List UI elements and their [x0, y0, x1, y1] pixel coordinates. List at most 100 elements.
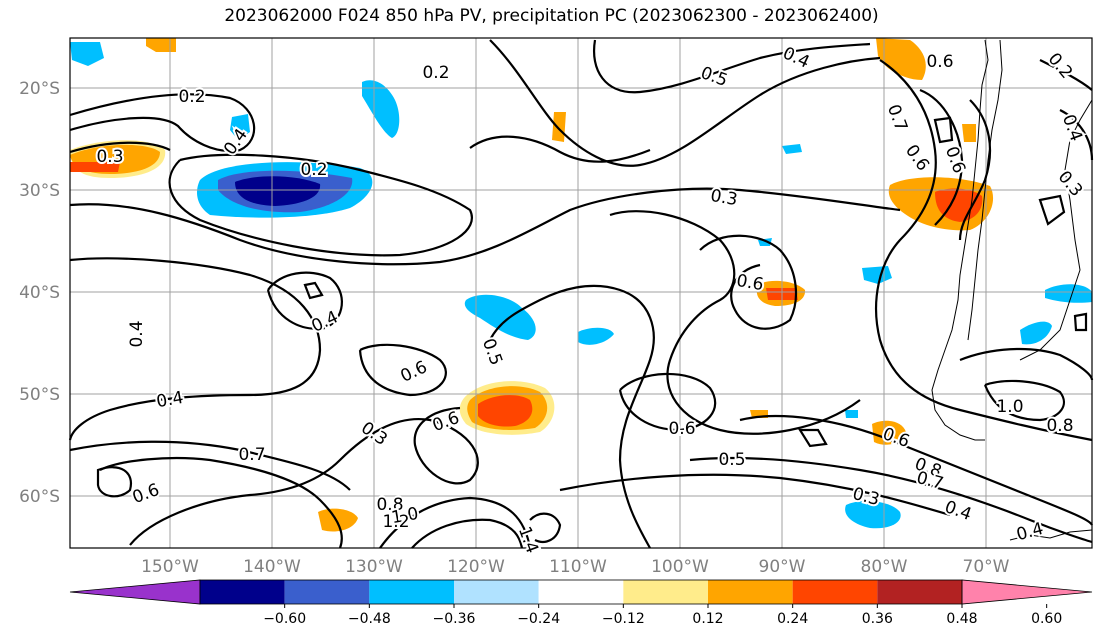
contour-value-label: 0.6 — [941, 144, 969, 176]
neg-anomaly-patch — [70, 42, 104, 66]
pv-contour — [874, 59, 1093, 442]
pv-contour — [959, 347, 1094, 381]
contour-value-label: 0.4 — [309, 307, 342, 337]
pv-contour — [1038, 194, 1066, 226]
pv-contour — [99, 456, 343, 549]
contour-value-label: 0.3 — [709, 186, 739, 210]
pv-contour — [618, 372, 717, 432]
pv-contour — [699, 234, 797, 330]
colorbar-tick-label: −0.36 — [433, 611, 476, 627]
pv-contour — [469, 135, 651, 163]
pv-contour — [958, 99, 992, 241]
colorbar-tick-label: 0.36 — [862, 611, 893, 627]
pv-contour — [69, 93, 256, 153]
colorbar-tick-label: 0.60 — [1031, 611, 1062, 627]
neg-anomaly-patch — [578, 327, 614, 345]
colorbar: −0.60 −0.48 −0.36 −0.24 −0.12 0.12 0.24 0.36 0.4… — [69, 579, 1093, 627]
contour-value-label: 0.8 — [1046, 416, 1073, 436]
pv-contour — [379, 496, 532, 549]
pos-anomaly-patch — [318, 508, 358, 532]
pv-contour — [919, 88, 964, 226]
pv-contour — [593, 39, 871, 94]
pv-contour — [69, 440, 351, 491]
pv-contour — [69, 187, 901, 266]
pv-contour — [266, 271, 344, 330]
longitude-labels: 150°W 140°W 130°W 120°W 110°W 100°W 90°W 80°W 70… — [141, 557, 1010, 577]
contour-value-label: 0.3 — [96, 147, 123, 167]
contour-value-label: 0.6 — [130, 480, 162, 508]
pv-contours — [68, 39, 1094, 549]
pv-contour — [168, 153, 473, 257]
contour-value-label: 0.7 — [883, 102, 911, 134]
pv-contour — [358, 343, 447, 397]
colorbar-tick-label: 0.24 — [777, 611, 808, 627]
contour-value-label: 0.6 — [398, 357, 431, 387]
contour-value-label: 0.6 — [901, 141, 933, 175]
contour-value-label: 0.6 — [926, 52, 953, 72]
contour-value-label: 0.6 — [668, 419, 695, 439]
contour-value-label: 0.7 — [238, 445, 265, 465]
contour-value-label: 0.2 — [422, 63, 449, 83]
pos-anomaly-patch — [478, 395, 533, 427]
pos-anomaly-patch — [962, 124, 976, 142]
longitude-tick-label: 100°W — [651, 557, 709, 577]
map-title: 2023062000 F024 850 hPa PV, precipitatio… — [224, 6, 879, 26]
contour-value-label: 1.0 — [996, 397, 1023, 417]
neg-anomaly-patch — [862, 266, 892, 284]
latitude-tick-label: 40°S — [19, 283, 60, 303]
colorbar-swatch — [538, 580, 624, 604]
pv-contour — [129, 406, 479, 546]
pos-anomaly-patch — [70, 162, 120, 172]
longitude-tick-label: 80°W — [861, 557, 908, 577]
pos-anomaly-patch — [552, 112, 566, 142]
pv-contour — [798, 428, 828, 448]
contour-value-label: 0.8 — [376, 495, 403, 515]
pos-anomaly-patch — [876, 38, 926, 80]
colorbar-tick-label: −0.12 — [602, 611, 645, 627]
precipitation-shading — [70, 38, 1092, 532]
contour-value-label: 0.4 — [155, 388, 185, 412]
colorbar-tick-label: −0.60 — [263, 611, 306, 627]
longitude-tick-label: 130°W — [345, 557, 403, 577]
colorbar-tick-label: 0.48 — [946, 611, 977, 627]
pv-contour — [489, 39, 881, 167]
neg-anomaly-patch — [230, 114, 250, 140]
colorbar-tick-label: −0.48 — [348, 611, 391, 627]
longitude-tick-label: 110°W — [549, 557, 607, 577]
pv-contour — [609, 210, 861, 435]
neg-anomaly-patch — [782, 144, 802, 154]
colorbar-swatch — [792, 580, 878, 604]
pv-contour — [933, 116, 954, 144]
colorbar-swatch — [877, 580, 962, 604]
longitude-tick-label: 120°W — [447, 557, 505, 577]
colorbar-swatch — [454, 580, 539, 604]
contour-value-label: 0.4 — [127, 320, 147, 347]
pv-contour — [69, 141, 171, 154]
neg-anomaly-patch — [362, 80, 400, 138]
colorbar-swatch — [623, 580, 708, 604]
pos-anomaly-patch — [935, 188, 983, 222]
longitude-tick-label: 90°W — [759, 557, 806, 577]
pv-contour — [529, 512, 562, 543]
contour-value-label: 0.2 — [178, 87, 205, 107]
colorbar-outline — [199, 579, 963, 605]
pv-contour — [689, 456, 1093, 544]
pos-anomaly-patch — [146, 38, 176, 52]
contour-value-label: 0.5 — [718, 450, 745, 470]
colorbar-extend-high — [961, 579, 1093, 605]
pv-contour — [489, 284, 655, 549]
neg-anomaly-patch — [464, 294, 536, 340]
latitude-tick-label: 30°S — [19, 181, 60, 201]
colorbar-tick-label: −0.24 — [517, 611, 560, 627]
contour-value-label: 0.3 — [357, 418, 391, 450]
contour-value-label: 0.5 — [478, 336, 506, 368]
latitude-tick-label: 50°S — [19, 385, 60, 405]
contour-value-label: 0.2 — [300, 160, 327, 180]
coastline — [931, 39, 1093, 541]
neg-anomaly-patch — [845, 410, 858, 418]
colorbar-swatch — [708, 580, 793, 604]
latitude-tick-label: 60°S — [19, 487, 60, 507]
pos-anomaly-patch — [872, 420, 906, 445]
contour-value-label: 0.4 — [942, 497, 974, 525]
coastline-chile — [931, 39, 989, 441]
